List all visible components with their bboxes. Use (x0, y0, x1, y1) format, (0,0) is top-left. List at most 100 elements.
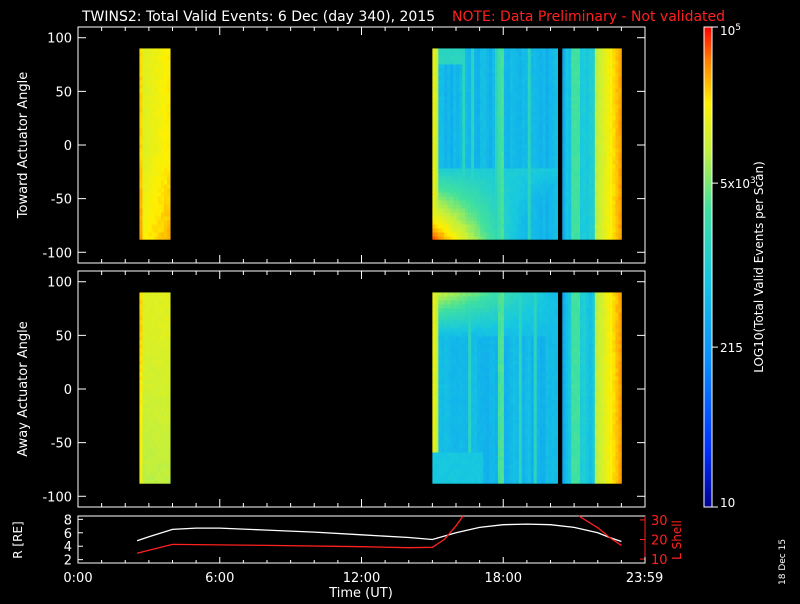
heatmap-cell (155, 328, 158, 332)
heatmap-cell (574, 64, 577, 68)
heatmap-cell (601, 96, 604, 100)
heatmap-cell (498, 92, 501, 96)
heatmap-cell (139, 204, 142, 208)
heatmap-cell (474, 64, 477, 68)
heatmap-cell (618, 52, 621, 56)
heatmap-cell (447, 376, 450, 380)
heatmap-cell (604, 88, 607, 92)
heatmap-cell (607, 88, 610, 92)
heatmap-cell (546, 72, 549, 76)
heatmap-cell (450, 124, 453, 128)
heatmap-cell (580, 68, 583, 72)
heatmap-cell (483, 356, 486, 360)
heatmap-cell (155, 336, 158, 340)
heatmap-cell (438, 140, 441, 144)
heatmap-cell (486, 136, 489, 140)
heatmap-cell (568, 160, 571, 164)
heatmap-cell (468, 128, 471, 132)
heatmap-cell (438, 308, 441, 312)
heatmap-cell (471, 52, 474, 56)
heatmap-cell (586, 72, 589, 76)
heatmap-cell (453, 424, 456, 428)
heatmap-cell (450, 324, 453, 328)
heatmap-cell (161, 112, 164, 116)
heatmap-cell (574, 128, 577, 132)
heatmap-cell (489, 476, 492, 480)
heatmap-cell (492, 56, 495, 60)
heatmap-cell (540, 232, 543, 236)
heatmap-cell (432, 296, 435, 300)
heatmap-cell (543, 116, 546, 120)
heatmap-cell (483, 420, 486, 424)
heatmap-cell (595, 228, 598, 232)
heatmap-cell (610, 88, 613, 92)
heatmap-cell (465, 200, 468, 204)
heatmap-cell (459, 132, 462, 136)
heatmap-cell (444, 424, 447, 428)
heatmap-cell (477, 68, 480, 72)
heatmap-cell (489, 52, 492, 56)
heatmap-cell (549, 232, 552, 236)
heatmap-cell (149, 472, 152, 476)
heatmap-cell (453, 376, 456, 380)
heatmap-cell (462, 384, 465, 388)
heatmap-cell (471, 148, 474, 152)
heatmap-cell (152, 76, 155, 80)
heatmap-cell (167, 116, 170, 120)
heatmap-cell (540, 224, 543, 228)
heatmap-cell (595, 60, 598, 64)
heatmap-cell (540, 144, 543, 148)
heatmap-cell (613, 224, 616, 228)
heatmap-cell (143, 172, 146, 176)
heatmap-cell (158, 364, 161, 368)
heatmap-cell (456, 120, 459, 124)
heatmap-cell (546, 176, 549, 180)
heatmap-cell (139, 212, 142, 216)
heatmap-cell (483, 72, 486, 76)
heatmap-cell (456, 88, 459, 92)
heatmap-cell (158, 116, 161, 120)
heatmap-cell (152, 476, 155, 480)
heatmap-cell (486, 124, 489, 128)
heatmap-cell (167, 136, 170, 140)
heatmap-cell (158, 68, 161, 72)
heatmap-cell (613, 128, 616, 132)
heatmap-cell (571, 140, 574, 144)
heatmap-cell (480, 316, 483, 320)
heatmap-cell (589, 136, 592, 140)
heatmap-cell (610, 76, 613, 80)
heatmap-cell (507, 88, 510, 92)
heatmap-cell (549, 92, 552, 96)
heatmap-cell (146, 396, 149, 400)
heatmap-cell (522, 228, 525, 232)
heatmap-cell (450, 212, 453, 216)
heatmap-cell (161, 396, 164, 400)
heatmap-cell (438, 396, 441, 400)
heatmap-cell (438, 468, 441, 472)
heatmap-cell (438, 344, 441, 348)
heatmap-cell (432, 196, 435, 200)
heatmap-cell (477, 116, 480, 120)
heatmap-cell (146, 160, 149, 164)
heatmap-cell (152, 392, 155, 396)
heatmap-cell (598, 212, 601, 216)
heatmap-cell (152, 108, 155, 112)
heatmap-cell (568, 176, 571, 180)
heatmap-cell (456, 388, 459, 392)
heatmap-cell (537, 76, 540, 80)
heatmap-cell (607, 92, 610, 96)
heatmap-cell (565, 96, 568, 100)
heatmap-cell (531, 88, 534, 92)
heatmap-cell (450, 232, 453, 236)
heatmap-cell (471, 232, 474, 236)
heatmap-cell (447, 156, 450, 160)
heatmap-cell (468, 472, 471, 476)
heatmap-cell (480, 68, 483, 72)
heatmap-cell (143, 48, 146, 52)
heatmap-cell (540, 120, 543, 124)
heatmap-cell (477, 176, 480, 180)
heatmap-cell (155, 460, 158, 464)
heatmap-cell (519, 216, 522, 220)
heatmap-cell (477, 204, 480, 208)
heatmap-cell (598, 112, 601, 116)
